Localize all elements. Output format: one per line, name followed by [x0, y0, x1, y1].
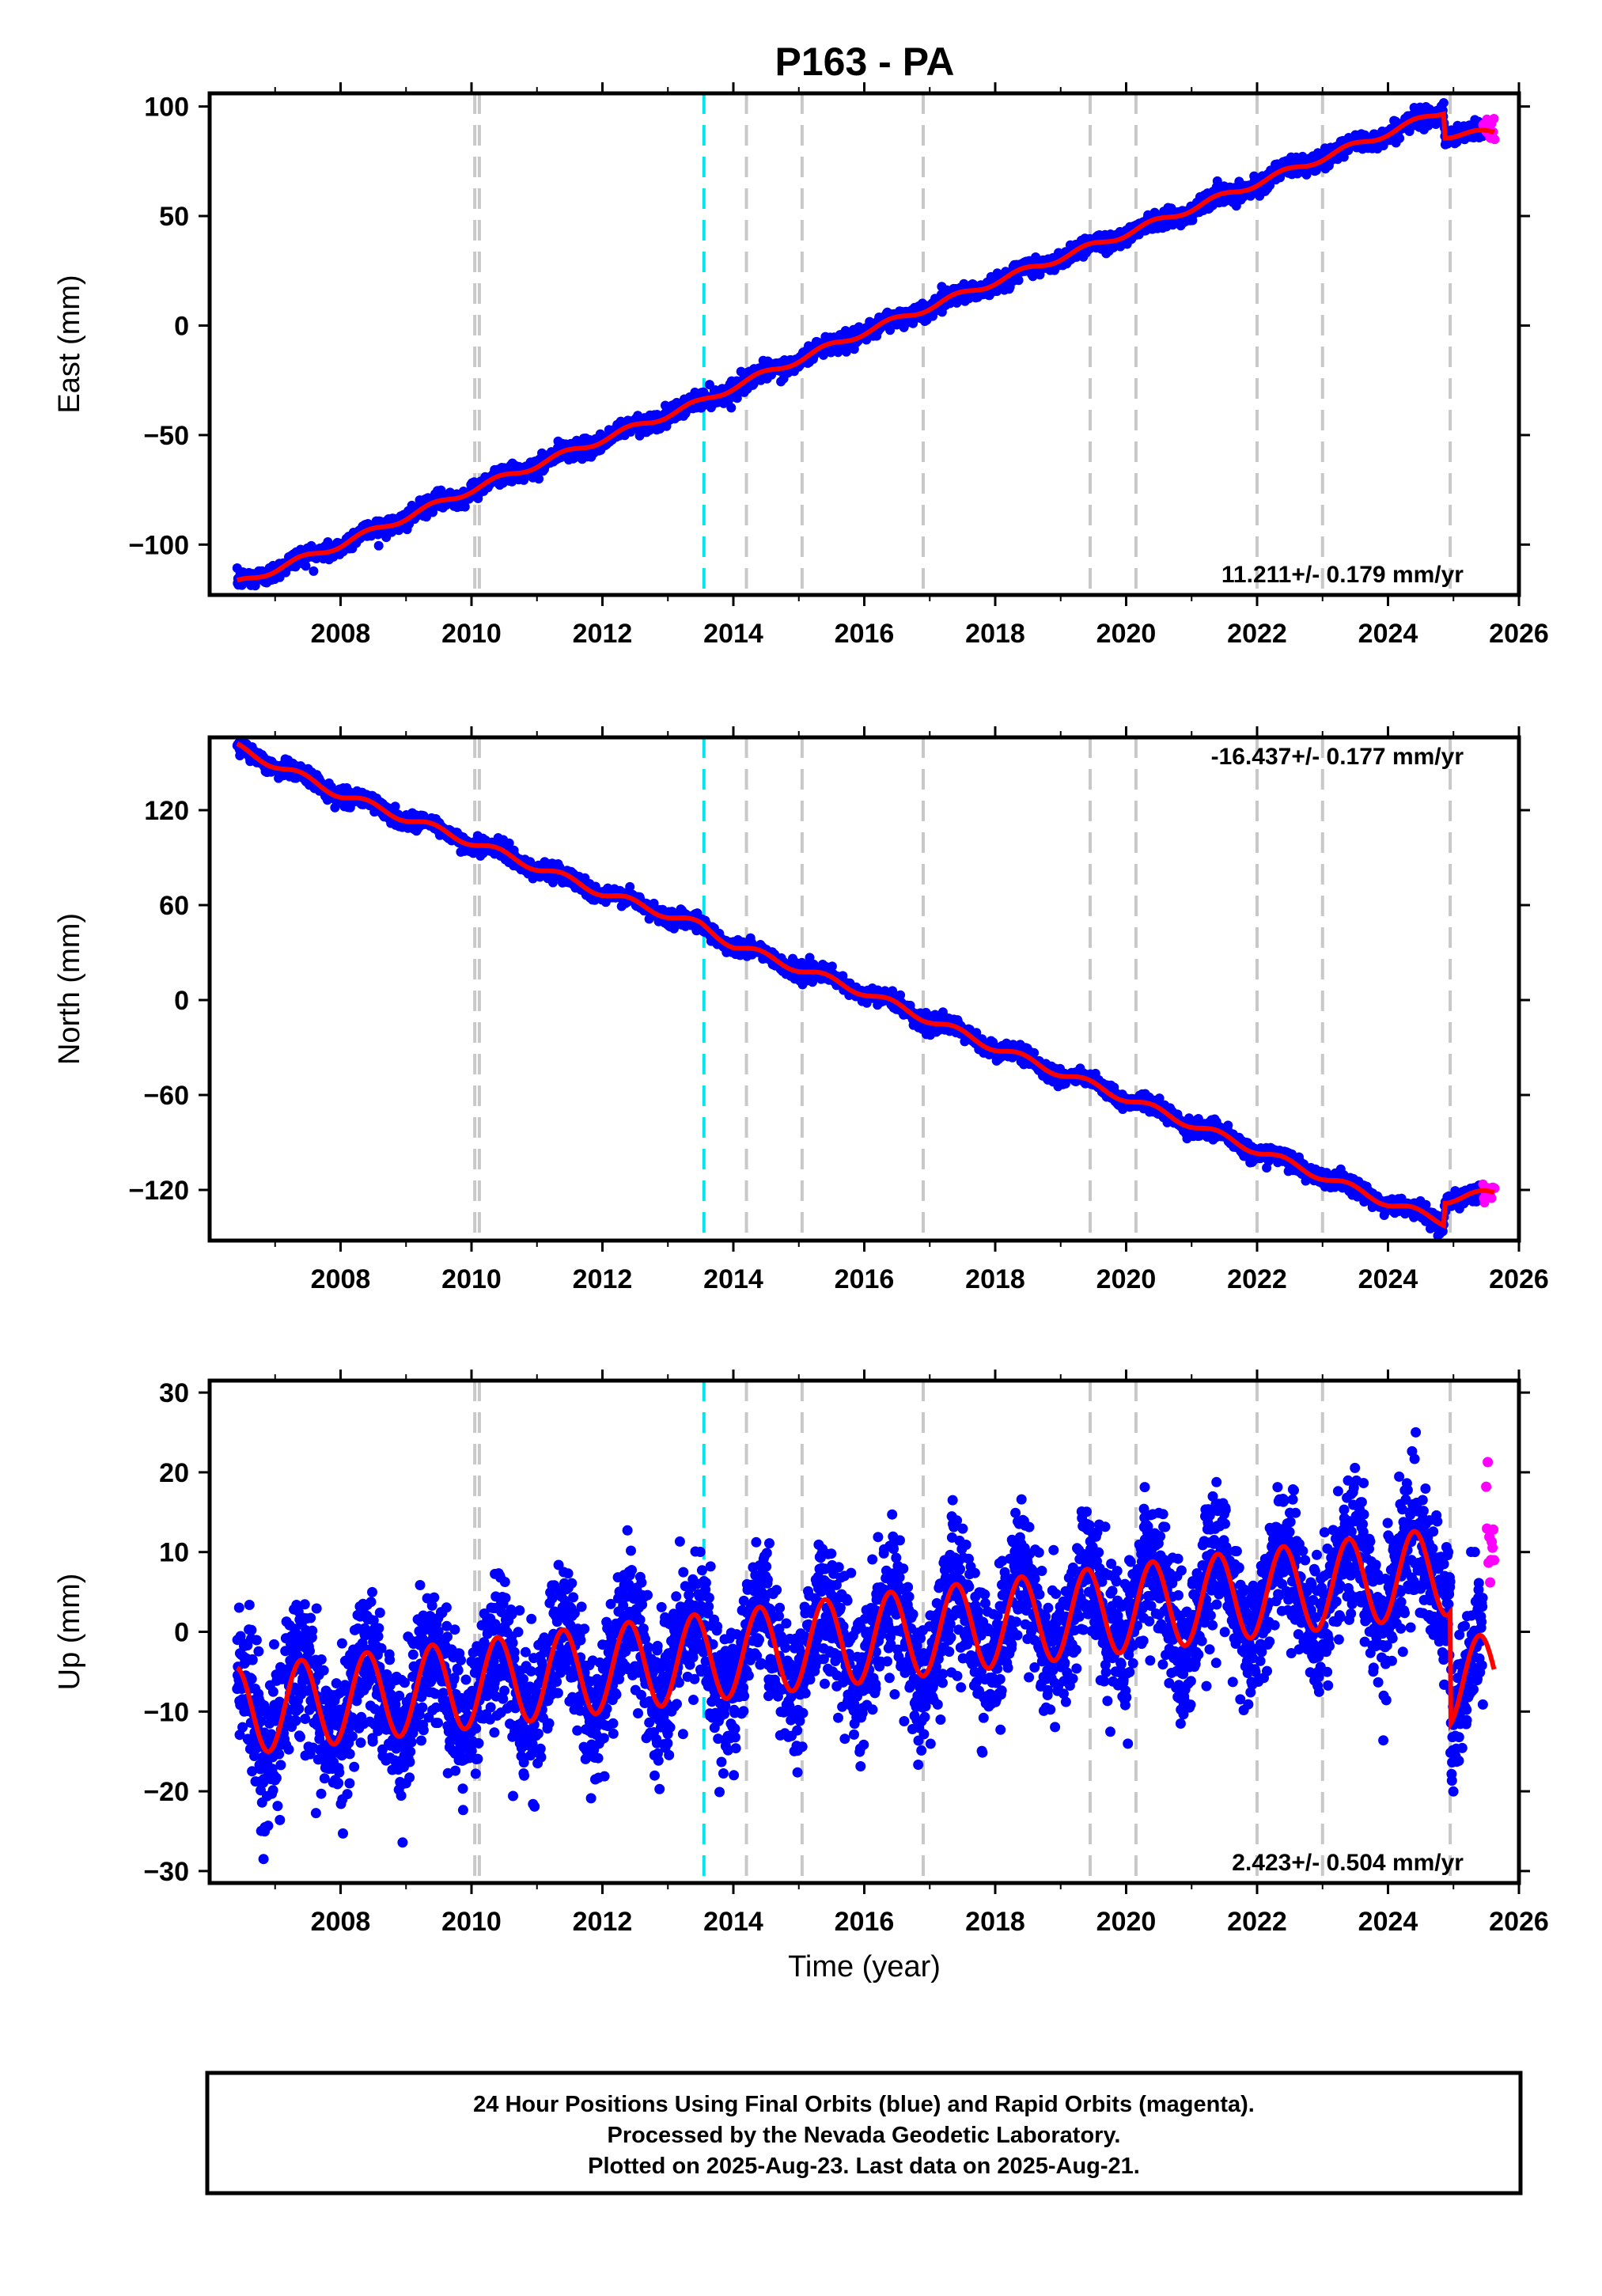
- final-orbit-point: [732, 393, 742, 404]
- final-orbit-point: [504, 838, 514, 848]
- event-lines: [473, 93, 1452, 595]
- east-panel: 2008 2010 2012 2014 2016 2018 2020 2022 2024 2026…: [53, 82, 1549, 649]
- final-orbit-point: [460, 502, 470, 512]
- final-orbit-point: [827, 961, 837, 972]
- final-orbit-point: [548, 877, 558, 888]
- model-fit-line: [236, 111, 1495, 583]
- velocity-label: 11.211+/- 0.179 mm/yr: [1221, 562, 1464, 588]
- y-axis-label: East (mm): [53, 275, 86, 413]
- x-tick-label: 2014: [703, 619, 763, 649]
- final-orbit-point: [309, 566, 319, 576]
- x-tick-label: 2008: [311, 619, 371, 649]
- rapid-orbit-point: [1489, 114, 1499, 123]
- y-tick-label: −100: [128, 530, 189, 560]
- final-orbit-point: [1438, 98, 1449, 108]
- x-tick-label: 2018: [965, 619, 1025, 649]
- final-orbit-point: [390, 801, 400, 812]
- final-orbit-point: [373, 540, 384, 551]
- y-tick-label: 0: [174, 311, 189, 341]
- x-tick-label: 2010: [441, 619, 502, 649]
- final-orbit-point: [885, 325, 896, 335]
- final-orbit-points: [232, 98, 1488, 591]
- final-orbit-point: [896, 990, 906, 1000]
- y-tick-label: 50: [159, 202, 189, 232]
- x-tick-label: 2024: [1358, 619, 1418, 649]
- x-tick-label: 2016: [835, 619, 895, 649]
- chart-title: P163 - PA: [775, 40, 955, 84]
- x-tick-label: 2026: [1489, 619, 1549, 649]
- north-panel: 2008 2010 2012 2014 2016 2018 2020 2022 2024 2026…: [53, 726, 1549, 1294]
- final-orbit-point: [726, 403, 737, 413]
- final-orbit-point: [625, 881, 635, 892]
- x-tick-label: 2022: [1227, 619, 1287, 649]
- final-orbit-point: [1395, 133, 1405, 143]
- final-orbit-point: [838, 971, 848, 981]
- final-orbit-point: [301, 561, 311, 571]
- rapid-orbit-point: [1490, 135, 1500, 145]
- final-orbit-point: [1013, 275, 1024, 286]
- final-orbit-point: [534, 474, 544, 484]
- rapid-orbit-points: [1478, 114, 1500, 145]
- y-tick-label: 100: [144, 93, 189, 123]
- final-orbit-point: [1339, 152, 1349, 162]
- x-tick-label: 2012: [573, 619, 633, 649]
- y-tick-label: −50: [143, 421, 189, 451]
- final-orbit-point: [1212, 176, 1222, 186]
- x-tick-label: 2020: [1096, 619, 1157, 649]
